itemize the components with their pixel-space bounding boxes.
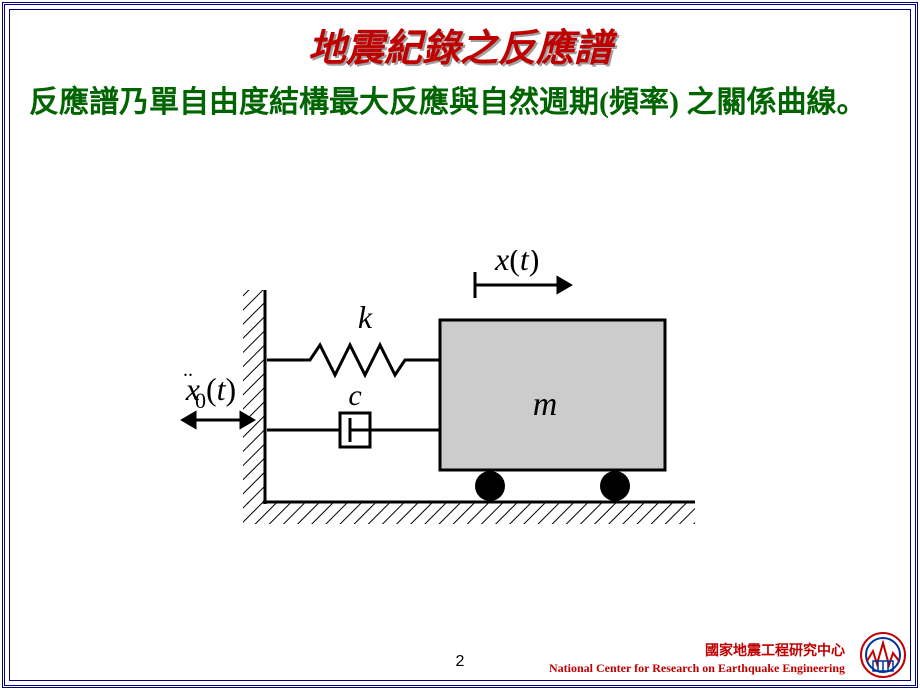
spring [267, 345, 440, 375]
ground-hatch [243, 502, 695, 524]
slide-title: 地震紀錄之反應譜 [5, 17, 915, 72]
page-number: 2 [456, 653, 465, 671]
footer-org-cn: 國家地震工程研究中心 [549, 644, 845, 661]
displacement-label: x(t) [494, 250, 539, 277]
slide-body: 反應譜乃單自由度結構最大反應與自然週期(頻率) 之關係曲線。 [29, 82, 891, 124]
slide-frame: 地震紀錄之反應譜 反應譜乃單自由度結構最大反應與自然週期(頻率) 之關係曲線。 … [2, 2, 918, 688]
footer-org-en: National Center for Research on Earthqua… [549, 661, 845, 675]
wheel-right [600, 471, 630, 501]
ncree-logo-icon [859, 631, 907, 679]
wall-hatch [243, 290, 265, 504]
damper-label: c [348, 379, 361, 412]
footer-org: 國家地震工程研究中心 National Center for Research … [549, 644, 845, 675]
spring-label: k [358, 299, 373, 335]
sdof-diagram: m k c x(t) x..0(t) [175, 250, 735, 580]
mass-label: m [533, 386, 558, 423]
wheel-left [475, 471, 505, 501]
ground-accel-arrow [183, 413, 253, 427]
ground-accel-label: x..0(t) [183, 359, 236, 413]
damper [267, 413, 440, 447]
